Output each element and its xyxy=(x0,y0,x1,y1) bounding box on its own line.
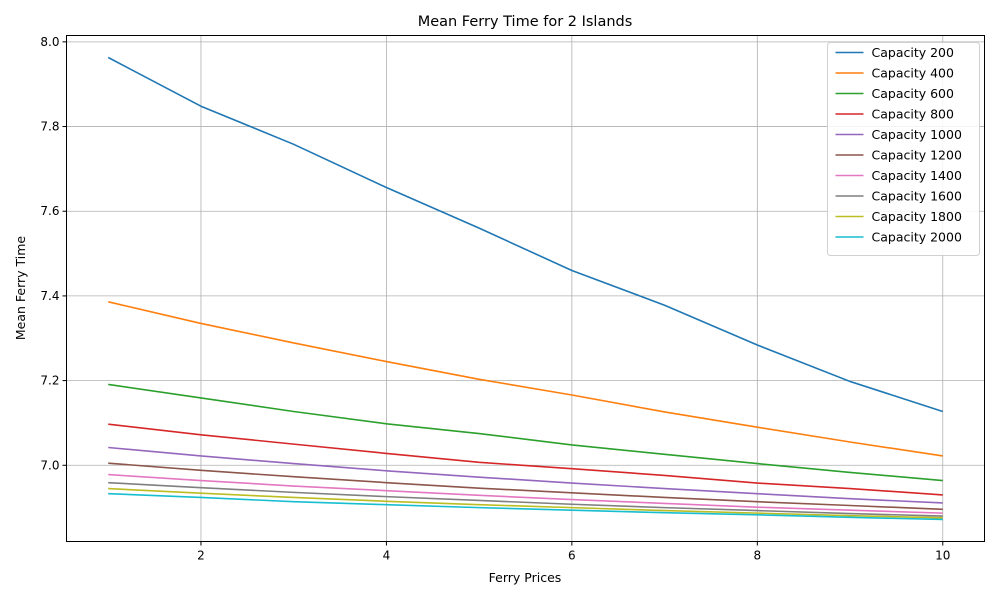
series-line-capacity-200 xyxy=(107,56,944,413)
y-tick-label: 7.8 xyxy=(40,120,59,134)
series-lines xyxy=(107,56,944,521)
legend-label: Capacity 800 xyxy=(872,107,955,122)
legend-label: Capacity 1400 xyxy=(872,168,962,183)
x-tick-label: 6 xyxy=(568,549,576,563)
series-line-capacity-1800 xyxy=(108,487,943,519)
legend-label: Capacity 400 xyxy=(872,66,955,81)
series-line-capacity-400 xyxy=(108,301,943,457)
x-tick-label: 4 xyxy=(383,549,391,563)
legend-label: Capacity 2000 xyxy=(872,230,962,245)
legend-box xyxy=(827,42,980,256)
series-line-capacity-2000 xyxy=(108,492,943,521)
legend: Capacity 200 Capacity 400 Capacity 600 Capa… xyxy=(827,42,980,256)
series-line-capacity-1600 xyxy=(108,481,943,517)
plot-area-frame xyxy=(66,35,985,542)
y-tick-label: 8.0 xyxy=(40,35,59,49)
y-tick-label: 7.6 xyxy=(40,204,59,218)
chart-title: Mean Ferry Time for 2 Islands xyxy=(418,14,633,30)
legend-label: Capacity 1600 xyxy=(872,189,962,204)
legend-label: Capacity 1000 xyxy=(872,127,962,142)
series-line-capacity-800 xyxy=(108,423,943,496)
y-tick-label: 7.4 xyxy=(40,289,59,303)
y-tick-label: 7.2 xyxy=(40,374,59,388)
x-tick-label: 2 xyxy=(197,549,205,563)
legend-label: Capacity 600 xyxy=(872,86,955,101)
x-axis-label: Ferry Prices xyxy=(489,570,562,585)
y-tick-label: 7.0 xyxy=(40,458,59,472)
legend-label: Capacity 1200 xyxy=(872,148,962,163)
x-tick-label: 8 xyxy=(753,549,761,563)
series-line-capacity-1200 xyxy=(108,462,943,511)
series-line-capacity-600 xyxy=(108,383,943,482)
y-axis-label: Mean Ferry Time xyxy=(13,236,28,341)
legend-label: Capacity 200 xyxy=(872,45,955,60)
legend-label: Capacity 1800 xyxy=(872,209,962,224)
x-tick-label: 10 xyxy=(935,549,950,563)
series-line-capacity-1400 xyxy=(108,473,943,514)
series-line-capacity-1000 xyxy=(108,446,943,504)
axis-ticks: 2 4 6 8 10 7.0 7.2 7.4 7.6 7.8 8.0 xyxy=(40,35,950,563)
